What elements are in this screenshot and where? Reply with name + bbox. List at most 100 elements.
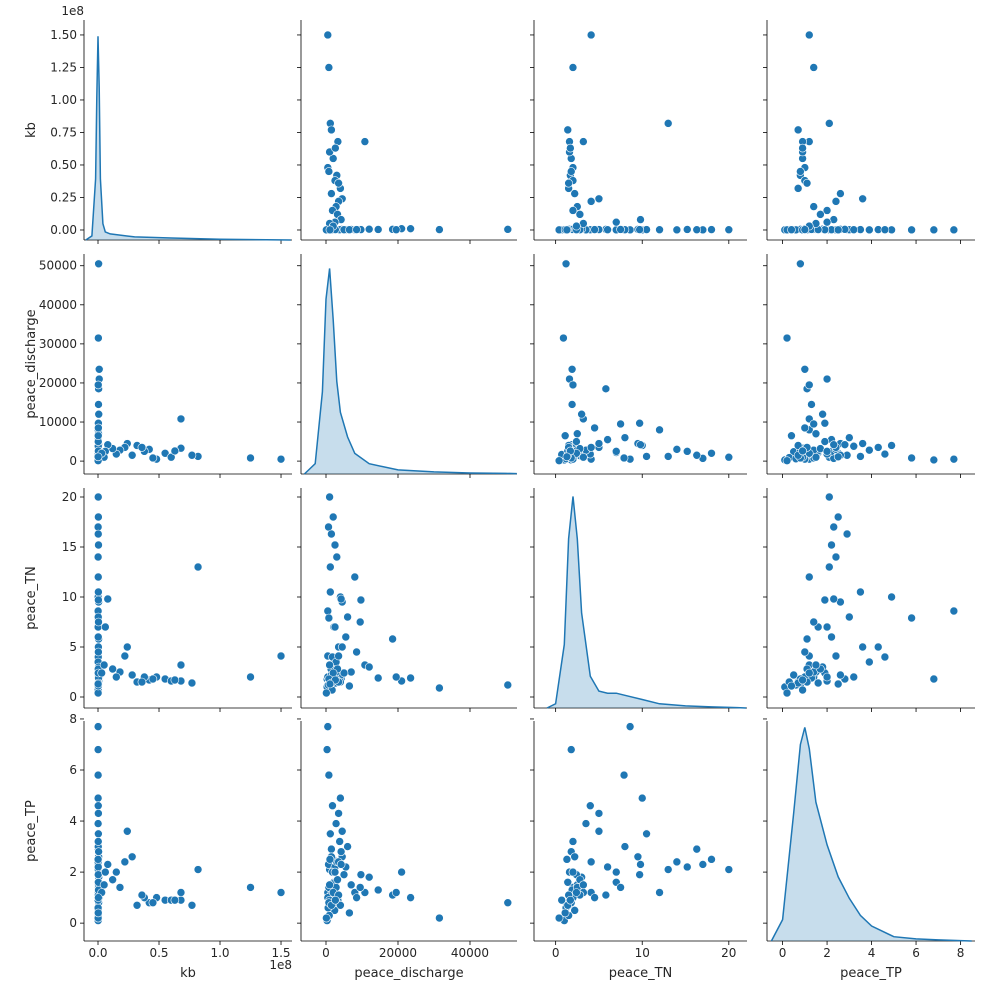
scatter-point [625,722,635,731]
scatter-point [336,594,346,604]
scatter-point [824,492,834,502]
scatter-point [137,443,147,452]
scatter-point [682,862,692,872]
scatter-point [326,562,335,572]
scatter-point [620,433,630,442]
scatter-point [568,380,578,390]
scatter-point [93,679,103,689]
scatter-point [663,119,673,128]
scatter-point [93,745,103,754]
scatter-point [566,167,576,176]
y-tick-label: 5 [69,640,77,654]
scatter-point [822,447,832,456]
scatter-point [566,143,575,153]
scatter-point [323,30,333,40]
scatter-point [809,419,819,429]
scatter-point [345,908,354,918]
scatter-point [127,450,137,460]
scatter-point [836,189,845,198]
y-tick-label: 1.50 [50,28,77,42]
scatter-point [331,143,340,153]
scatter-point [331,895,340,905]
scatter-point [176,660,186,670]
scatter-point [563,125,573,135]
scatter-point [334,178,343,188]
scatter-point [672,445,682,454]
scatter-point [822,672,832,682]
scatter-point [849,672,859,682]
scatter-point [503,898,513,908]
scatter-point [187,678,197,688]
scatter-point [406,893,415,902]
x-tick-label: 0 [779,946,787,960]
scatter-point [672,857,682,867]
scatter-point [663,452,673,461]
scatter-point [585,801,595,811]
scatter-point [93,492,103,502]
scatter-point [343,842,352,851]
y-tick-label: 0 [69,916,77,930]
scatter-point [809,617,819,627]
scatter-point [108,875,117,885]
scatter-point [334,809,343,818]
scatter-point [601,890,611,900]
y-axis-label: peace_discharge [24,309,39,418]
scatter-point [93,837,103,846]
scatter-point [132,900,142,910]
y-axis-label: peace_TN [24,566,39,630]
scatter-point [331,819,341,828]
scatter-point [352,647,361,657]
scatter-point [635,225,644,234]
scatter-point [603,225,612,235]
scatter-point [572,429,582,439]
scatter-point [94,595,103,605]
x-tick-label: 40000 [451,946,489,960]
scatter-point [93,862,103,872]
scatter-point [350,572,360,582]
scatter-point [503,680,513,690]
scatter-point [93,632,103,642]
scatter-point [562,855,572,864]
scatter-point [619,770,629,780]
scatter-point [327,125,336,135]
scatter-point [579,137,588,146]
scatter-point [325,880,334,890]
scatter-point [93,431,103,441]
y-axis-label: peace_TP [24,800,39,862]
scatter-point [887,441,896,450]
scatter-point [93,529,103,539]
scatter-point [97,668,106,678]
scatter-point [820,418,830,428]
scatter-point [326,587,335,597]
scatter-point [324,63,334,72]
scatter-point [865,225,874,235]
scatter-point [356,870,366,879]
scatter-point [840,440,850,449]
scatter-point [800,225,810,234]
x-tick-label: 0.0 [88,946,107,960]
scatter-point [827,632,836,642]
scatter-point [94,893,103,902]
scatter-point [590,893,599,902]
scatter-point [341,632,351,642]
scatter-point [594,439,604,448]
scatter-point [822,217,832,227]
scatter-point [616,883,625,892]
scatter-point [328,512,338,522]
scatter-point [845,612,854,622]
scatter-point [93,572,103,582]
scatter-point [343,612,352,622]
scatter-point [816,210,825,219]
scatter-point [346,667,356,677]
scatter-point [620,842,630,851]
scatter-point [246,453,255,463]
scatter-point [804,380,814,390]
scatter-point [554,456,564,466]
y-tick-label: 4 [69,814,77,828]
scatter-point [187,900,197,910]
scatter-point [570,189,579,198]
scatter-point [800,647,810,657]
scatter-point [325,492,334,502]
scatter-point [949,225,959,235]
